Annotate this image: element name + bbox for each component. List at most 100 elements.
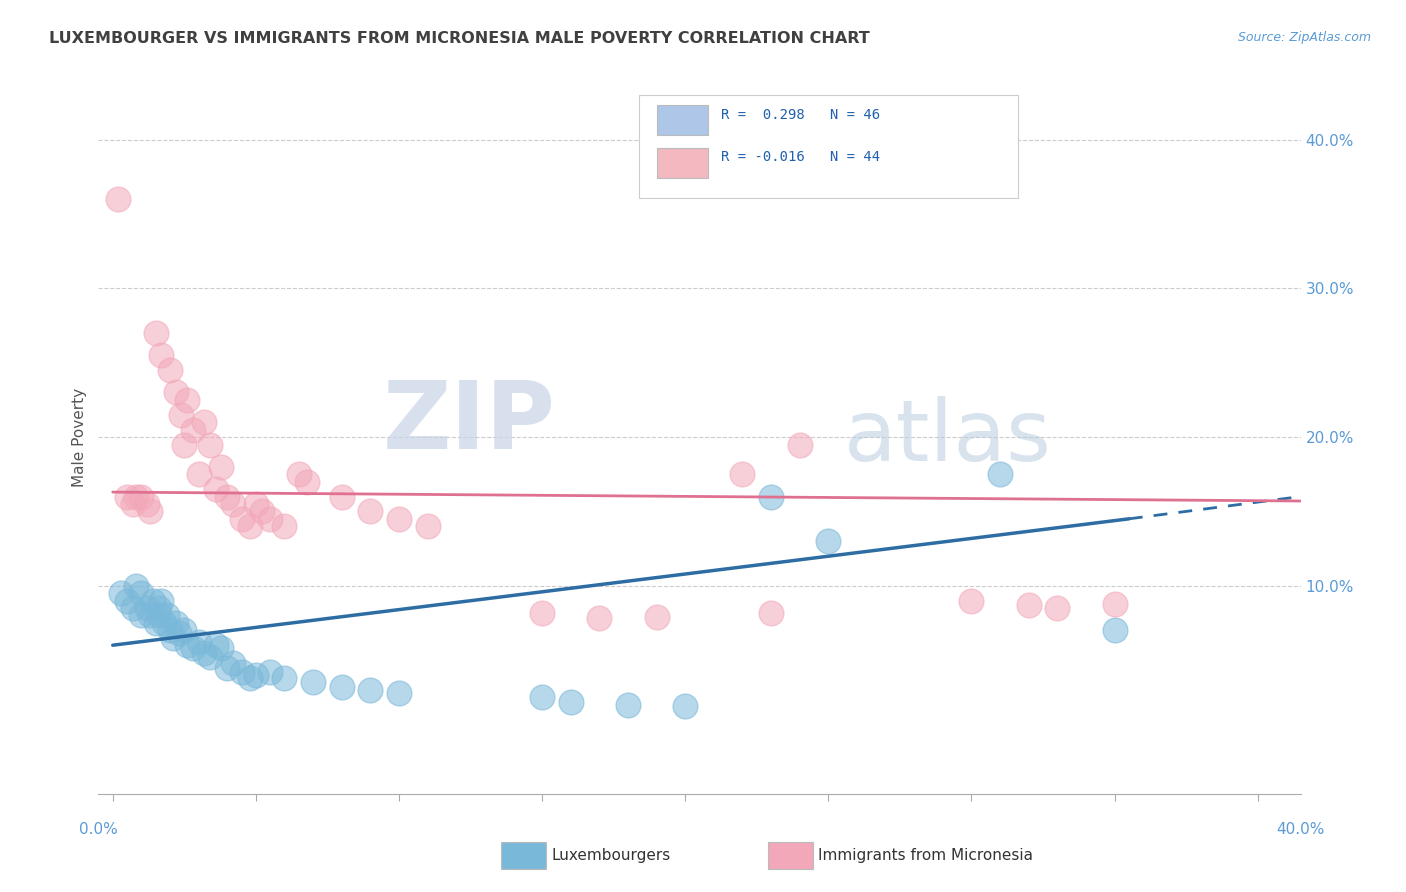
Point [588,611,610,625]
Point [416,519,439,533]
FancyBboxPatch shape [658,105,707,136]
Point [359,504,381,518]
Point [817,534,839,549]
Point [181,423,204,437]
Point [107,192,129,206]
FancyBboxPatch shape [658,148,707,178]
Text: R = -0.016   N = 44: R = -0.016 N = 44 [721,151,880,164]
Point [187,635,209,649]
Point [142,593,165,607]
Point [181,641,204,656]
Point [131,490,153,504]
Point [148,608,170,623]
Point [988,467,1011,482]
Point [176,392,198,407]
Point [165,615,187,630]
Point [145,326,167,340]
Point [136,601,159,615]
Point [150,593,173,607]
Point [287,467,309,482]
Point [211,459,233,474]
Point [250,504,273,518]
Point [115,593,138,607]
Point [173,624,195,638]
Point [259,512,281,526]
Point [388,686,411,700]
Point [217,490,239,504]
Point [193,646,215,660]
Point [159,363,181,377]
Point [173,437,195,451]
Point [148,601,170,615]
Point [645,610,668,624]
Point [731,467,754,482]
Point [960,593,983,607]
Point [124,579,146,593]
Point [245,668,267,682]
Point [1104,624,1126,638]
Point [273,671,295,685]
Point [131,586,153,600]
Text: Luxembourgers: Luxembourgers [551,848,671,863]
Text: Source: ZipAtlas.com: Source: ZipAtlas.com [1237,31,1371,45]
Point [170,408,193,422]
Point [167,626,190,640]
Point [153,615,176,630]
Point [217,660,239,674]
Point [245,497,267,511]
Point [239,519,262,533]
Point [617,698,640,712]
Point [531,690,554,705]
Point [231,665,253,679]
Point [239,671,262,685]
Point [198,437,221,451]
Point [302,675,325,690]
Point [131,608,153,623]
Point [388,512,411,526]
Point [330,490,353,504]
Point [1046,601,1069,615]
Point [165,385,187,400]
Point [136,497,159,511]
Text: 0.0%: 0.0% [79,822,118,837]
Point [273,519,295,533]
Point [560,695,582,709]
Point [156,608,179,623]
Text: R =  0.298   N = 46: R = 0.298 N = 46 [721,108,880,121]
Point [204,482,226,496]
Point [330,680,353,694]
Point [139,608,162,623]
Point [145,615,167,630]
Text: ZIP: ZIP [382,376,555,469]
Point [176,638,198,652]
Text: atlas: atlas [844,395,1052,479]
Point [789,437,811,451]
Y-axis label: Male Poverty: Male Poverty [72,387,87,487]
Point [121,601,143,615]
Point [198,650,221,665]
Point [162,631,184,645]
Point [297,475,319,489]
Point [222,497,245,511]
Point [531,606,554,620]
Text: Immigrants from Micronesia: Immigrants from Micronesia [818,848,1033,863]
Point [1104,597,1126,611]
Point [110,586,132,600]
Point [211,641,233,656]
Point [759,490,782,504]
Point [193,415,215,429]
Point [259,665,281,679]
FancyBboxPatch shape [640,95,1018,198]
Point [1018,598,1040,612]
Point [222,656,245,670]
Point [124,490,146,504]
Point [673,699,696,714]
Point [121,497,143,511]
Point [139,504,162,518]
Point [150,348,173,362]
Point [759,606,782,620]
Point [159,624,181,638]
Point [204,638,226,652]
Point [231,512,253,526]
Point [115,490,138,504]
